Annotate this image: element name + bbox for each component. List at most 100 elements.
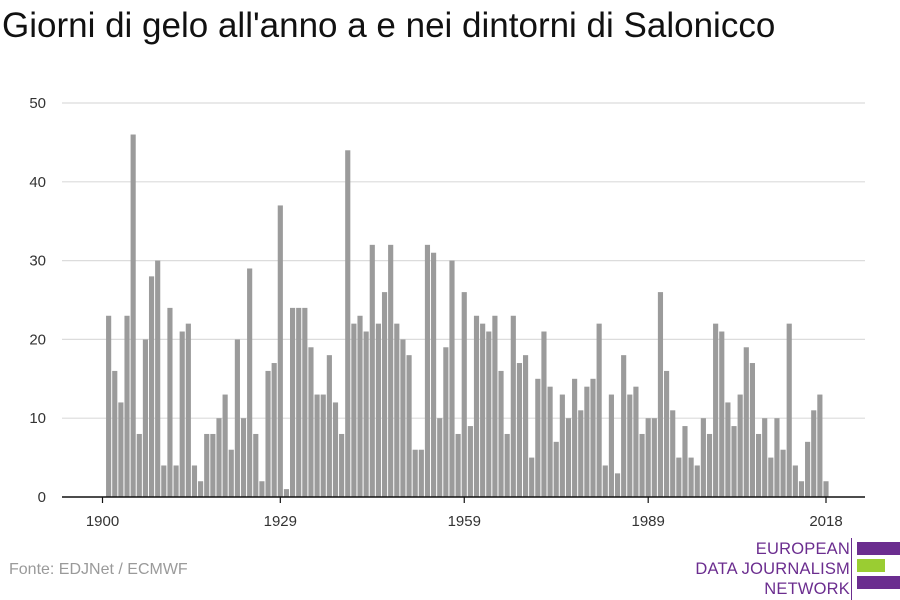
bar xyxy=(406,355,412,497)
bar xyxy=(811,410,817,497)
bar xyxy=(161,465,167,497)
bar xyxy=(817,394,823,497)
bar xyxy=(424,244,431,497)
bar xyxy=(547,386,553,497)
bar xyxy=(541,331,547,497)
bar xyxy=(578,410,584,497)
bar xyxy=(688,457,694,497)
bar xyxy=(412,449,418,497)
bar xyxy=(326,355,332,497)
bar xyxy=(529,457,535,497)
bar xyxy=(277,205,283,497)
logo-bar-green xyxy=(857,559,885,572)
bar xyxy=(670,410,676,497)
bar xyxy=(216,418,222,497)
bar xyxy=(639,433,645,497)
bar xyxy=(755,433,762,497)
x-tick-label: 2018 xyxy=(809,513,842,530)
bars xyxy=(106,134,829,497)
bar xyxy=(682,426,688,497)
logo-bar-purple-top xyxy=(857,542,900,555)
bar xyxy=(136,433,142,497)
bar xyxy=(731,426,737,497)
bar xyxy=(633,386,639,497)
bar xyxy=(289,307,296,497)
bar xyxy=(259,481,265,497)
bar xyxy=(621,355,627,497)
bar xyxy=(473,315,480,497)
bar xyxy=(339,433,345,497)
bar xyxy=(228,449,234,497)
bar xyxy=(198,481,204,497)
bar xyxy=(743,347,749,497)
bar xyxy=(155,260,161,497)
x-tick-label: 1929 xyxy=(264,513,297,530)
bar xyxy=(768,457,774,497)
bar xyxy=(148,276,155,497)
bar xyxy=(369,244,375,497)
bar xyxy=(332,402,339,497)
bar xyxy=(608,394,614,497)
bar xyxy=(492,315,498,497)
bar xyxy=(357,315,363,497)
bar xyxy=(798,481,805,497)
bar xyxy=(112,370,118,497)
bar xyxy=(461,292,467,497)
bar xyxy=(823,481,829,497)
bar xyxy=(130,134,136,497)
logo-divider xyxy=(851,538,852,600)
chart-title: Giorni di gelo all'anno a e nei dintorni… xyxy=(2,6,776,45)
bar xyxy=(572,378,578,497)
logo-line-1: EUROPEAN xyxy=(755,540,850,558)
bar xyxy=(210,433,216,497)
bar xyxy=(535,378,541,497)
bar xyxy=(388,244,394,497)
bar xyxy=(247,268,253,497)
bar xyxy=(418,449,424,497)
bar xyxy=(191,465,198,497)
bar xyxy=(381,292,388,497)
x-tick-label: 1959 xyxy=(448,513,481,530)
bar xyxy=(584,386,590,497)
y-tick-label: 10 xyxy=(29,410,46,427)
bar xyxy=(400,339,406,497)
bar xyxy=(179,331,185,497)
bar xyxy=(713,323,719,497)
bar xyxy=(694,465,700,497)
logo-bar-purple-bottom xyxy=(857,576,900,589)
bar xyxy=(774,418,780,497)
bar xyxy=(657,292,664,497)
bar xyxy=(296,307,302,497)
bar xyxy=(553,441,559,497)
bar xyxy=(749,363,755,497)
bar xyxy=(614,473,621,497)
bar xyxy=(314,394,320,497)
bar xyxy=(283,489,290,497)
bar xyxy=(449,260,455,497)
bar xyxy=(510,315,516,497)
x-tick-label: 1989 xyxy=(632,513,665,530)
bar xyxy=(320,394,326,497)
bar xyxy=(271,363,277,497)
bar xyxy=(265,370,271,497)
bar xyxy=(375,323,381,497)
bar xyxy=(596,323,602,497)
source-note: Fonte: EDJNet / ECMWF xyxy=(9,561,188,578)
bar xyxy=(167,307,173,497)
bar xyxy=(559,394,565,497)
bar xyxy=(602,465,608,497)
bar xyxy=(363,331,369,497)
edjnet-logo: EUROPEAN DATA JOURNALISM NETWORK xyxy=(695,538,900,600)
bar xyxy=(480,323,486,497)
x-tick-label: 1900 xyxy=(86,513,119,530)
bar xyxy=(253,433,259,497)
bar xyxy=(118,402,124,497)
bar xyxy=(737,394,743,497)
bar xyxy=(431,252,437,497)
y-tick-label: 50 xyxy=(29,95,46,112)
y-tick-label: 40 xyxy=(29,174,46,191)
bar xyxy=(124,315,130,497)
bar xyxy=(676,457,682,497)
bar xyxy=(204,433,210,497)
